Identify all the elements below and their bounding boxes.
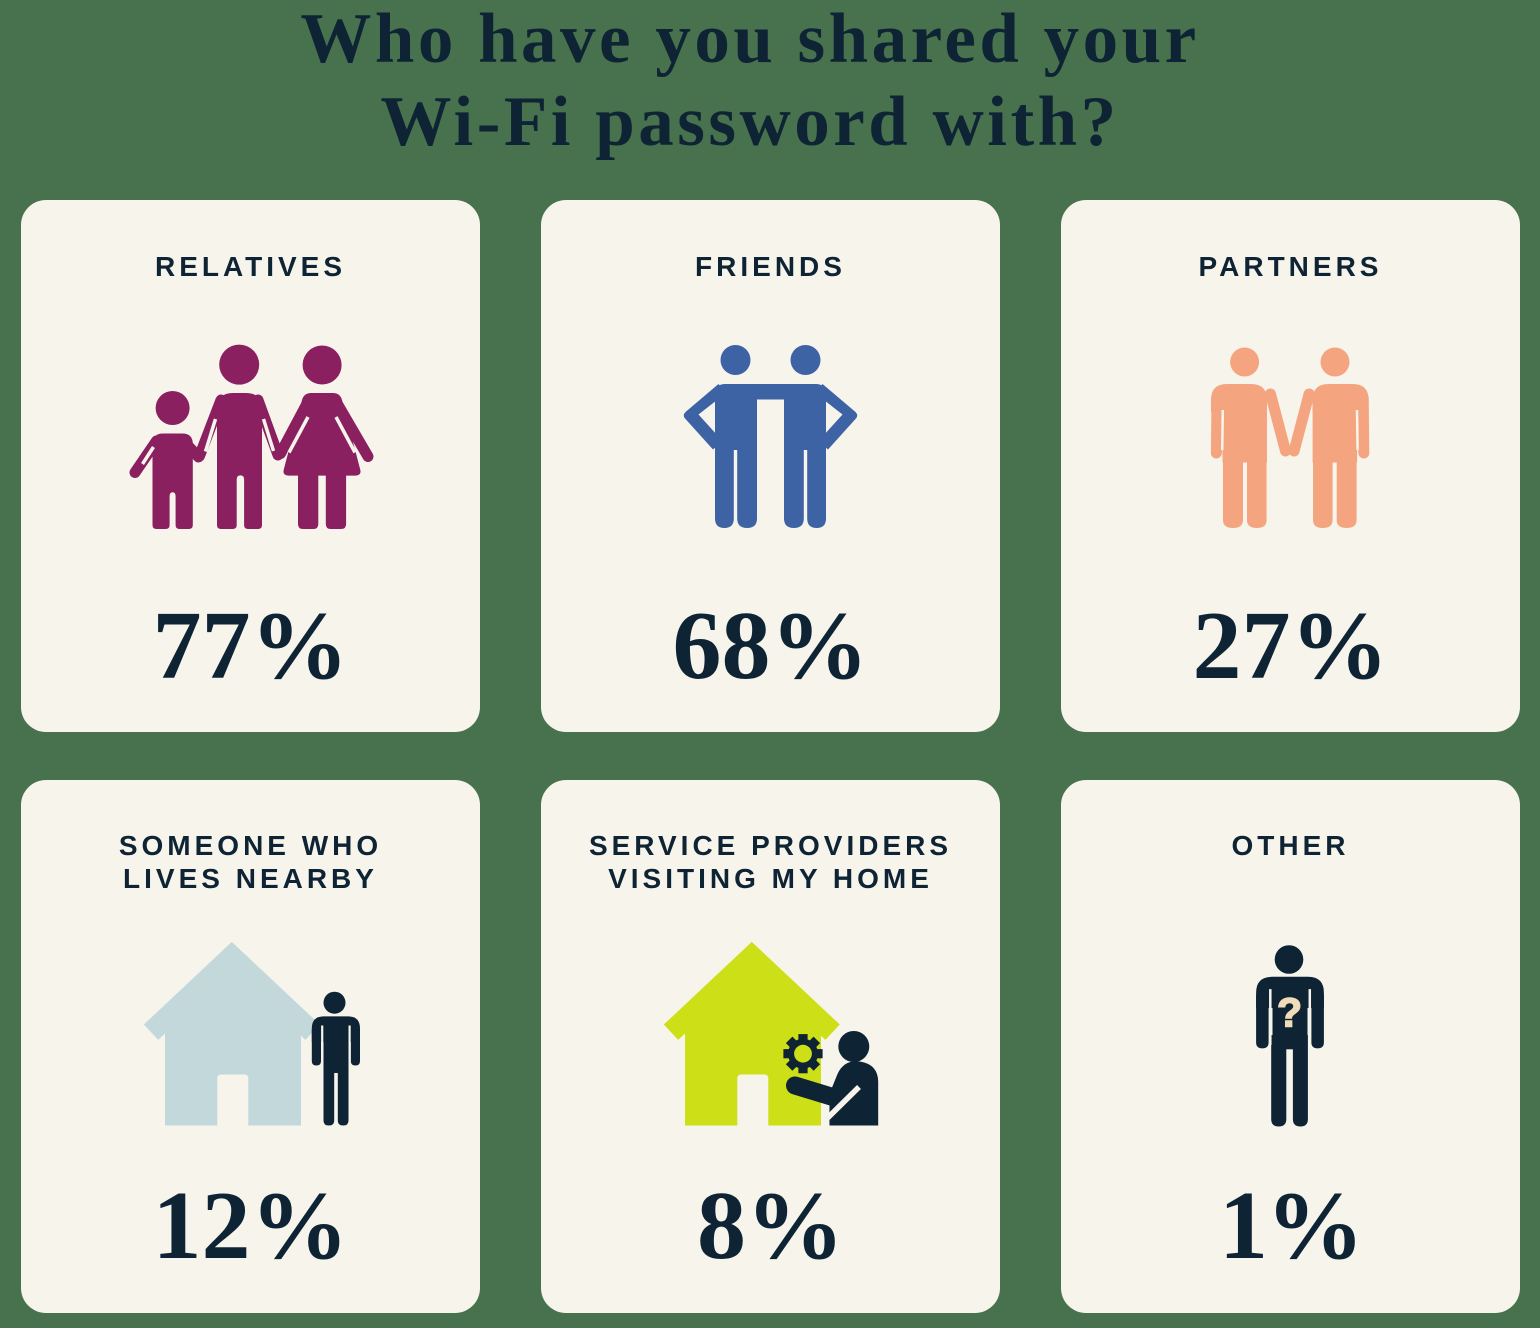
svg-text:?: ? bbox=[1277, 990, 1302, 1036]
